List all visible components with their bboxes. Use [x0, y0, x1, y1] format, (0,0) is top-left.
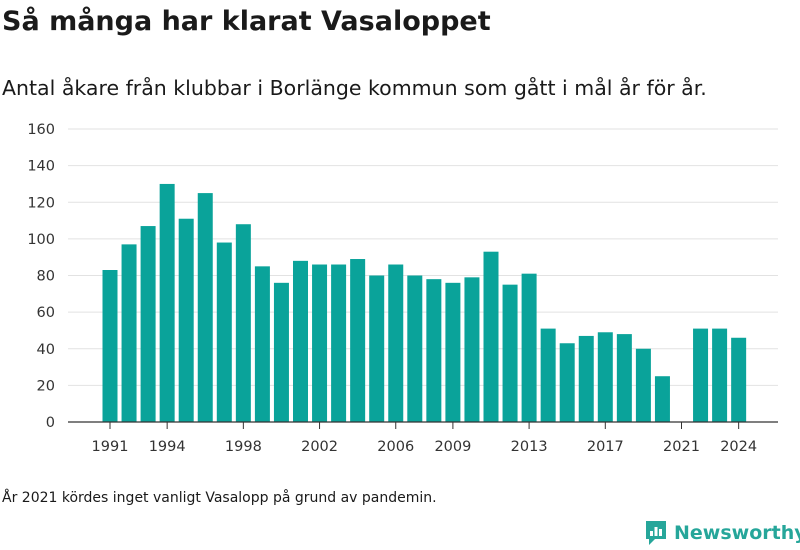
bar-1993 [140, 226, 156, 422]
x-tick-label: 2002 [301, 439, 338, 455]
brand-logo: Newsworthy [644, 519, 800, 547]
bar-chart: 0 20 40 60 80 100 120 140 160 1991 1994 1998 2002 20… [27, 122, 778, 455]
newsworthy-logo-icon [646, 521, 666, 545]
bar-2016 [578, 335, 594, 422]
bar-2014 [540, 328, 556, 422]
bar-2004 [350, 259, 366, 422]
bars [102, 183, 747, 422]
bar-2009 [445, 282, 461, 422]
bar-1991 [102, 270, 118, 422]
y-axis-ticks: 0 20 40 60 80 100 120 140 160 [27, 122, 55, 431]
x-axis-ticks: 1991 1994 1998 2002 2006 2009 2013 2017 2021 2024 [92, 422, 757, 455]
bar-2019 [635, 348, 651, 422]
x-tick-label: 2024 [720, 439, 757, 455]
y-tick-label: 160 [27, 122, 55, 138]
x-tick-label: 2009 [434, 439, 471, 455]
bar-1999 [254, 266, 270, 422]
bar-2020 [654, 376, 670, 422]
bar-2010 [464, 277, 480, 422]
x-tick-label: 2017 [587, 439, 624, 455]
x-tick-label: 2021 [663, 439, 700, 455]
bar-2006 [388, 264, 404, 422]
bar-2023 [712, 328, 728, 422]
bar-2001 [293, 260, 308, 422]
y-tick-label: 80 [37, 269, 55, 285]
y-tick-label: 20 [37, 378, 55, 394]
bar-2005 [369, 275, 385, 422]
bar-1997 [216, 242, 232, 422]
bar-2012 [502, 284, 518, 422]
y-tick-label: 0 [46, 415, 55, 431]
bar-2007 [407, 275, 423, 422]
bar-2015 [559, 343, 575, 422]
x-tick-label: 1991 [92, 439, 129, 455]
bar-2003 [331, 264, 347, 422]
bar-2022 [693, 328, 709, 422]
bar-1998 [235, 224, 251, 422]
page-subtitle: Antal åkare från klubbar i Borlänge komm… [2, 76, 707, 100]
bar-2017 [597, 332, 613, 422]
y-tick-label: 60 [37, 305, 55, 321]
x-tick-label: 2006 [377, 439, 414, 455]
y-tick-label: 120 [27, 195, 55, 211]
bar-1995 [178, 218, 194, 422]
page-title: Så många har klarat Vasaloppet [2, 6, 491, 37]
bar-1996 [197, 193, 213, 422]
brand-name: Newsworthy [674, 522, 800, 544]
bar-1994 [159, 183, 175, 422]
bar-2013 [521, 273, 537, 422]
x-tick-label: 2013 [511, 439, 548, 455]
y-tick-label: 140 [27, 159, 55, 175]
bar-2002 [312, 264, 328, 422]
bar-2008 [426, 279, 442, 422]
bar-2018 [616, 334, 632, 422]
footnote: År 2021 kördes inget vanligt Vasalopp på… [2, 490, 437, 506]
bar-1992 [121, 244, 137, 422]
x-tick-label: 1994 [149, 439, 186, 455]
y-tick-label: 40 [37, 342, 55, 358]
bar-2000 [273, 282, 289, 422]
bar-2024 [731, 337, 747, 422]
x-tick-label: 1998 [225, 439, 262, 455]
bar-2011 [483, 251, 499, 422]
y-tick-label: 100 [27, 232, 55, 248]
